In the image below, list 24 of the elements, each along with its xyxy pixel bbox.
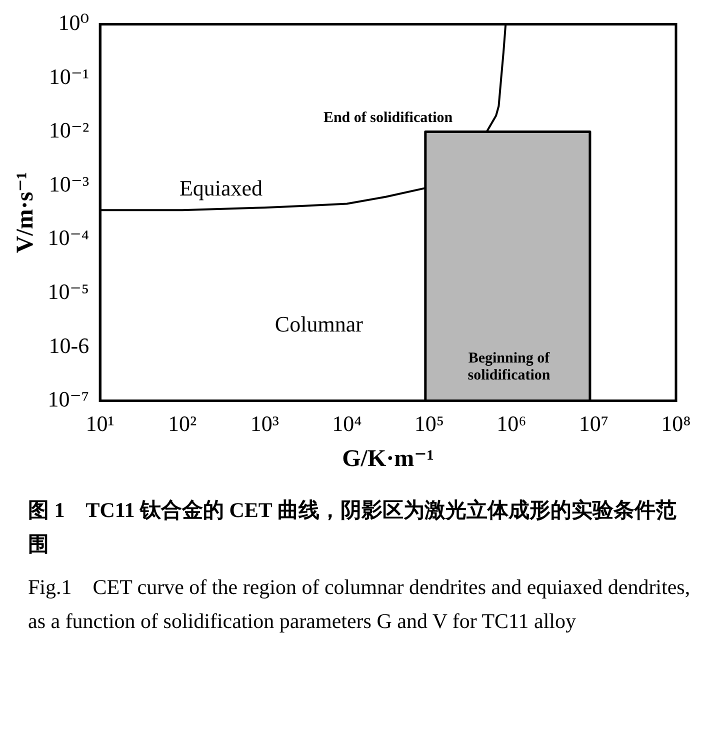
annotation: Columnar: [274, 311, 364, 336]
caption: 图 1 TC11 钛合金的 CET 曲线，阴影区为激光立体成形的实验条件范围: [28, 497, 678, 558]
y-tick-label: 10⁻⁷: [48, 386, 90, 412]
x-tick-label: 10⁶: [496, 410, 526, 436]
x-tick-label: 10⁷: [578, 410, 609, 436]
annotation: Equiaxed: [179, 176, 263, 201]
y-tick-label: 10-6: [48, 332, 90, 358]
y-tick-label: 10⁻³: [48, 171, 90, 196]
y-tick-label: 10⁻⁵: [48, 278, 90, 304]
annotation: End of solidification: [323, 110, 454, 126]
x-tick-label: 10²: [168, 410, 198, 436]
caption: Fig.1 CET curve of the region of columnar dendrites and equiaxed dendrites, as a function of solidification parameters G and V for TC11 alloy: [28, 574, 692, 635]
x-tick-label: 10¹: [86, 410, 114, 436]
y-tick-label: 10⁰: [58, 10, 90, 35]
x-axis-title: G/K·m⁻¹: [342, 446, 434, 472]
annotation: Beginning of solidification: [468, 350, 551, 384]
y-tick-label: 10⁻¹: [48, 64, 90, 89]
x-tick-label: 10⁴: [332, 410, 362, 436]
y-tick-label: 10⁻⁴: [48, 225, 90, 250]
x-tick-label: 10⁸: [661, 410, 691, 436]
x-tick-label: 10⁵: [414, 410, 444, 436]
y-axis-title: V/m·s⁻¹: [12, 172, 39, 254]
x-tick-label: 10³: [250, 410, 280, 436]
y-tick-label: 10⁻²: [48, 118, 90, 143]
